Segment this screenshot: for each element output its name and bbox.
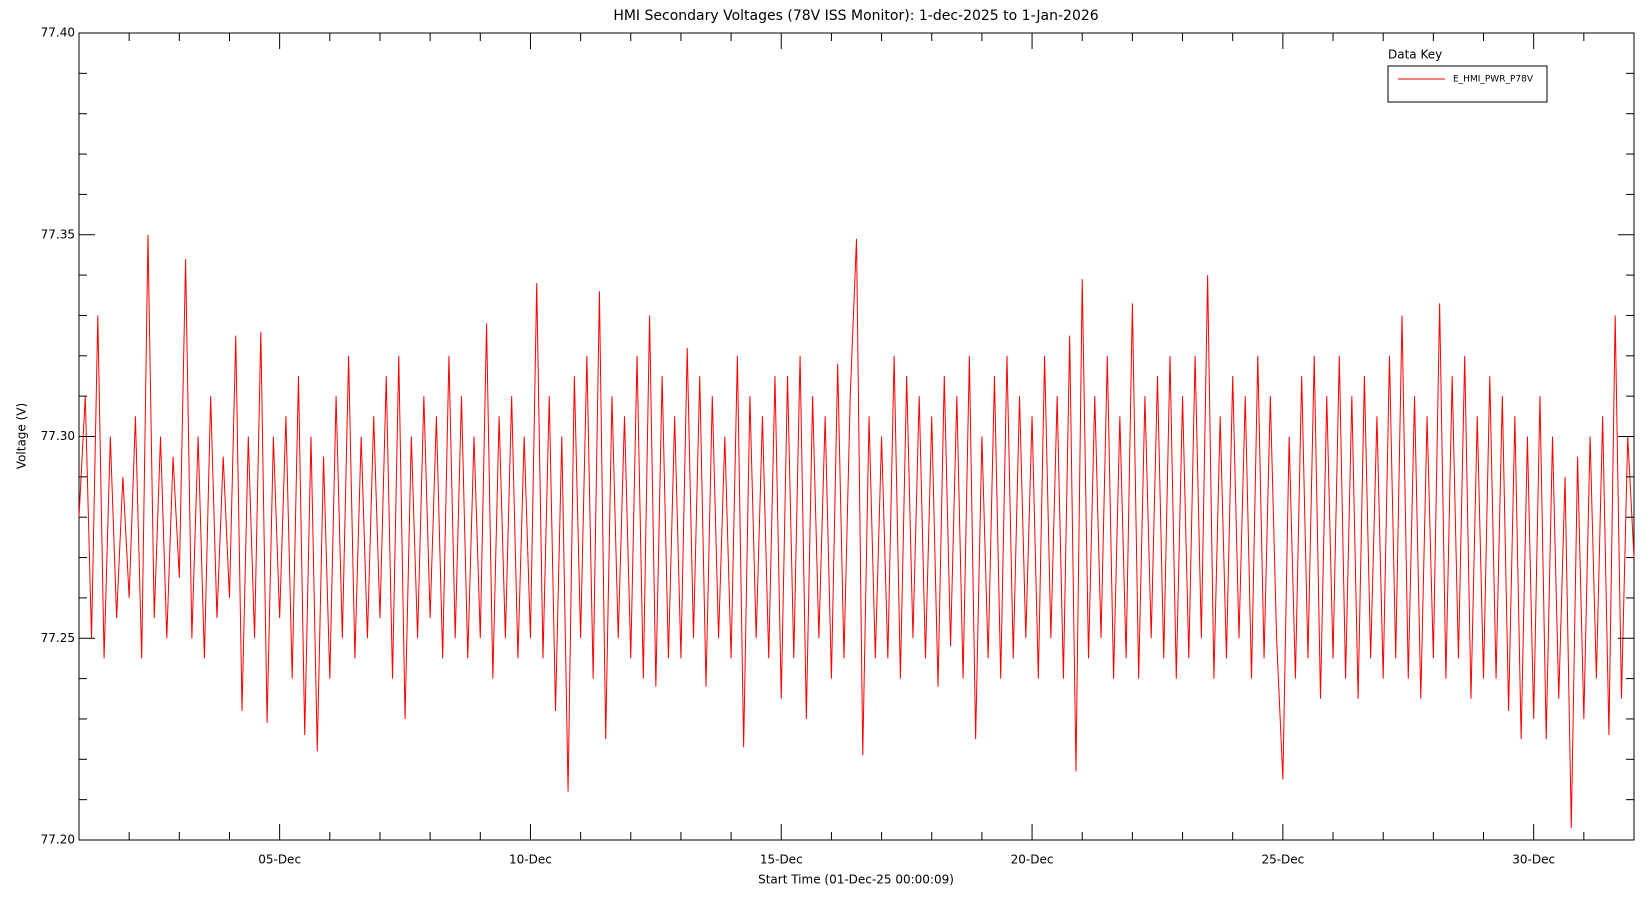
legend-box bbox=[1387, 65, 1548, 103]
y-tick-label: 77.30 bbox=[41, 429, 75, 443]
x-tick-label: 30-Dec bbox=[1512, 853, 1555, 867]
x-tick-label: 10-Dec bbox=[509, 853, 552, 867]
y-tick-label: 77.20 bbox=[41, 833, 75, 847]
x-tick-label: 20-Dec bbox=[1011, 853, 1054, 867]
y-axis-title: Voltage (V) bbox=[15, 403, 29, 469]
x-tick-label: 25-Dec bbox=[1261, 853, 1304, 867]
y-tick-label: 77.35 bbox=[41, 227, 75, 241]
legend-label: E_HMI_PWR_P78V bbox=[1453, 75, 1534, 85]
x-tick-label: 05-Dec bbox=[258, 853, 301, 867]
chart-title: HMI Secondary Voltages (78V ISS Monitor)… bbox=[613, 8, 1098, 24]
x-axis-title: Start Time (01-Dec-25 00:00:09) bbox=[758, 873, 954, 887]
x-tick-label: 15-Dec bbox=[760, 853, 803, 867]
legend-title: Data Key bbox=[1388, 48, 1442, 62]
y-tick-label: 77.40 bbox=[41, 26, 75, 40]
y-tick-label: 77.25 bbox=[41, 631, 75, 645]
plot-frame bbox=[78, 32, 1635, 841]
data-line bbox=[78, 234, 1635, 828]
